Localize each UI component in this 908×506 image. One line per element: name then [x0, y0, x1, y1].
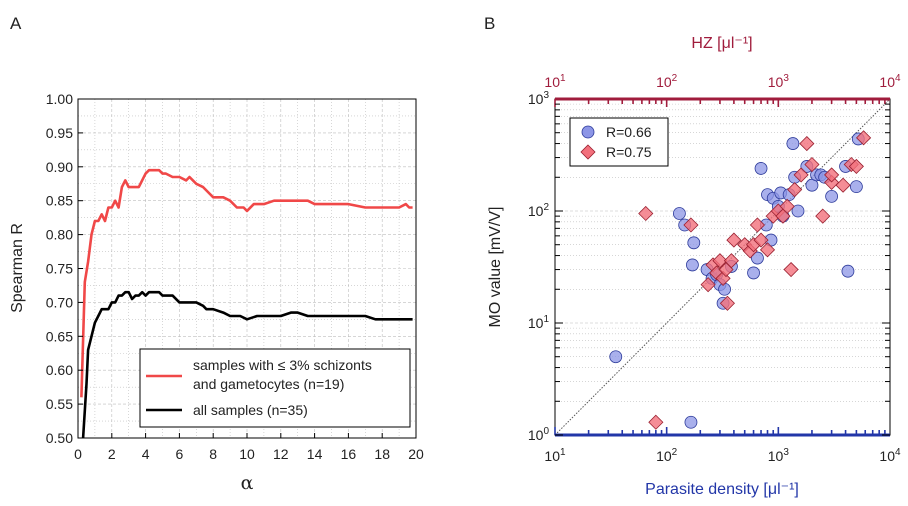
chart-a-legend-label-black: all samples (n=35) — [193, 402, 308, 418]
chart-b-top-xlabel: HZ [μl⁻¹] — [691, 35, 752, 52]
chart-b-point-diamond — [779, 198, 795, 214]
chart-b-point-diamond — [804, 156, 820, 173]
chart-a-xtick-label: 20 — [408, 446, 424, 462]
chart-b-left-tick-label: 100 — [528, 426, 550, 443]
chart-b-top-tick-label: 104 — [879, 73, 901, 90]
chart-b-point-diamond — [700, 277, 716, 293]
chart-b-point-diamond — [753, 232, 769, 248]
chart-b-gridlines — [555, 103, 890, 402]
chart-b-point-diamond — [723, 253, 739, 269]
chart-a-ytick-label: 0.65 — [46, 328, 73, 344]
chart-a-xtick-label: 0 — [74, 446, 82, 462]
chart-b-point-diamond — [648, 414, 664, 430]
chart-a-ticks: 0 2 4 6 8 10 12 14 16 18 20 0.50 0.55 0.60 0.65 0.70 0.7… — [46, 91, 424, 462]
chart-b-point-diamond — [712, 253, 728, 269]
chart-b-point-circle — [718, 282, 731, 296]
chart-a-series-line-black — [81, 290, 413, 439]
chart-b-top-tick-label: 103 — [768, 73, 790, 90]
chart-a-ytick-label: 0.60 — [46, 362, 73, 378]
chart-b-top-tick-label: 102 — [656, 73, 678, 90]
chart-b-point-diamond — [783, 261, 799, 278]
chart-b-tick-labels: 101 101 102 102 103 103 104 104 100 101 102 103 — [528, 73, 901, 464]
chart-b-point-circle — [686, 258, 699, 272]
chart-a-legend-label-red-line1: samples with ≤ 3% schizonts — [193, 357, 372, 373]
chart-b-point-circle — [751, 251, 764, 265]
chart-a-ytick-label: 0.70 — [46, 294, 73, 310]
chart-b-point-diamond — [815, 208, 831, 224]
panel-label-b: B — [484, 14, 495, 33]
chart-b-legend: R=0.66 R=0.75 — [569, 117, 669, 167]
chart-b-legend-label-diamond: R=0.75 — [606, 144, 652, 160]
chart-a-xtick-label: 10 — [239, 446, 255, 462]
chart-b-point-diamond — [799, 136, 815, 152]
chart-a-xtick-label: 16 — [341, 446, 357, 462]
chart-b-ylabel: MO value [mV/V] — [487, 207, 504, 328]
chart-a-xtick-label: 8 — [209, 446, 217, 462]
chart-b-bottom-xlabel: Parasite density [μl⁻¹] — [645, 481, 799, 498]
chart-b-bottom-tick-label: 101 — [544, 447, 566, 464]
chart-a-legend-label-red-line2: and gametocytes (n=19) — [193, 376, 344, 392]
chart-b-point-circle — [687, 236, 701, 250]
chart-b-point-diamond — [638, 205, 654, 222]
chart-b-bottom-tick-label: 103 — [768, 447, 790, 464]
chart-b-point-diamond — [856, 130, 872, 146]
chart-a-ytick-label: 0.75 — [46, 261, 73, 277]
chart-a-xtick-label: 18 — [374, 446, 390, 462]
chart-b-points — [609, 130, 872, 430]
chart-b-legend-marker-circle — [581, 125, 595, 139]
chart-a-ytick-label: 0.85 — [46, 193, 73, 209]
chart-b-point-diamond — [749, 217, 766, 233]
chart-a-xtick-label: 2 — [108, 446, 116, 462]
chart-b-point-circle — [754, 162, 768, 175]
chart-a-xtick-label: 14 — [307, 446, 323, 462]
chart-a-ytick-label: 0.50 — [46, 430, 73, 446]
chart-a-series — [80, 168, 413, 439]
chart-a-ylabel: Spearman R — [9, 223, 26, 313]
chart-b-point-diamond — [787, 182, 803, 198]
chart-b-point-diamond — [793, 167, 809, 183]
chart-b-point-diamond — [759, 242, 776, 258]
chart-a-legend: samples with ≤ 3% schizonts and gametocy… — [139, 348, 411, 428]
chart-b-point-circle — [786, 137, 800, 150]
chart-a-xtick-label: 4 — [142, 446, 150, 462]
chart-b-point-diamond — [683, 217, 699, 233]
chart-b-left-tick-label: 101 — [528, 314, 550, 331]
chart-a-xlabel: α — [241, 472, 254, 494]
chart-b-legend-marker-diamond — [580, 144, 596, 160]
chart-b-bottom-tick-label: 104 — [879, 447, 901, 464]
chart-b-left-tick-label: 102 — [528, 202, 550, 219]
chart-a-ytick-label: 0.90 — [46, 159, 73, 175]
chart-a-series-line-red — [80, 168, 413, 398]
chart-b-top-tick-label: 101 — [544, 73, 566, 90]
chart-b-left-tick-label: 103 — [528, 90, 550, 107]
chart-b-point-circle — [825, 190, 839, 203]
chart-b-point-circle — [841, 264, 855, 278]
chart-a-legend-box — [139, 348, 411, 428]
chart-b-point-diamond — [824, 167, 840, 183]
chart-b-legend-label-circle: R=0.66 — [606, 124, 652, 140]
chart-a-ytick-label: 0.80 — [46, 227, 73, 243]
chart-b-bottom-tick-label: 102 — [656, 447, 678, 464]
chart-b: 101 101 102 102 103 103 104 104 100 101 102 103 MO … — [487, 35, 901, 498]
chart-b-point-diamond — [726, 232, 742, 248]
panel-label-a: A — [10, 14, 22, 33]
chart-a-xtick-label: 6 — [176, 446, 184, 462]
chart-b-point-circle — [684, 415, 698, 429]
chart-b-point-diamond — [835, 177, 851, 193]
chart-a-ytick-label: 0.55 — [46, 396, 73, 412]
chart-b-point-circle — [747, 266, 760, 280]
chart-b-point-circle — [672, 207, 686, 220]
chart-a: 0 2 4 6 8 10 12 14 16 18 20 0.50 0.55 0.60 0.65 0.70 0.7… — [9, 91, 424, 494]
chart-b-point-circle — [609, 350, 623, 364]
chart-a-ytick-label: 1.00 — [46, 91, 73, 107]
chart-b-ticks — [554, 99, 890, 436]
chart-b-point-circle — [791, 204, 805, 218]
chart-a-ytick-label: 0.95 — [46, 125, 73, 141]
chart-b-point-circle — [849, 180, 863, 194]
chart-b-point-diamond — [848, 158, 864, 174]
chart-a-xtick-label: 12 — [273, 446, 289, 462]
chart-b-point-diamond — [719, 295, 735, 311]
